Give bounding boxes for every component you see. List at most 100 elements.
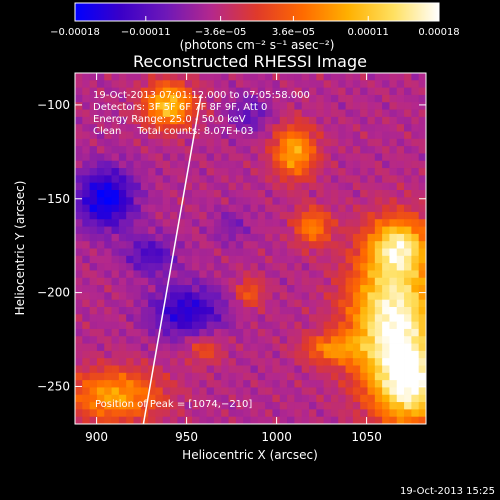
heatmap-cell [374, 168, 383, 176]
heatmap-cell [89, 73, 98, 81]
heatmap-cell [352, 380, 361, 388]
heatmap-cell [221, 307, 229, 315]
y-axis: −100−150−200−250 [37, 98, 426, 393]
heatmap-cell [96, 365, 105, 374]
heatmap-cell [411, 87, 420, 96]
heatmap-cell [89, 160, 98, 169]
heatmap-cell [162, 321, 171, 330]
heatmap-cell [287, 124, 295, 132]
heatmap-cell [199, 146, 208, 154]
heatmap-cell [126, 124, 134, 132]
heatmap-cell [213, 211, 222, 220]
heatmap-cell [126, 248, 134, 257]
heatmap-cell [279, 350, 288, 359]
heatmap-cell [170, 307, 178, 315]
heatmap-cell [118, 87, 127, 96]
heatmap-cell [235, 328, 244, 337]
heatmap-cell [118, 277, 127, 286]
heatmap-cell [155, 146, 164, 154]
heatmap-cell [389, 131, 398, 140]
heatmap-cell [301, 124, 310, 132]
heatmap-cell [192, 380, 200, 388]
heatmap-cell [309, 248, 317, 257]
heatmap-cell [82, 299, 91, 308]
heatmap-cell [126, 73, 134, 81]
heatmap-cell [148, 321, 156, 330]
heatmap-cell [75, 182, 83, 191]
heatmap-cell [257, 175, 266, 184]
heatmap-cell [82, 160, 91, 169]
heatmap-cell [228, 124, 237, 132]
heatmap-cell [162, 241, 171, 249]
heatmap-cell [279, 372, 288, 381]
heatmap-cell [177, 328, 186, 337]
heatmap-cell [184, 255, 193, 264]
heatmap-cell [265, 372, 273, 381]
heatmap-cell [294, 94, 303, 103]
heatmap-cell [118, 365, 127, 374]
heatmap-cell [411, 241, 420, 249]
heatmap-cell [199, 285, 208, 293]
heatmap-cell [374, 124, 383, 132]
heatmap-cell [96, 233, 105, 242]
heatmap-cell [155, 94, 164, 103]
heatmap-cell [184, 321, 193, 330]
heatmap-cell [162, 343, 171, 352]
heatmap-cell [235, 131, 244, 140]
heatmap-cell [338, 365, 346, 374]
heatmap-cell [96, 263, 105, 271]
heatmap-cell [228, 358, 237, 366]
heatmap-cell [111, 190, 120, 198]
heatmap-cell [279, 197, 288, 206]
heatmap-cell [126, 197, 134, 206]
heatmap-cell [382, 263, 390, 271]
heatmap-cell [396, 277, 405, 286]
heatmap-cell [235, 372, 244, 381]
heatmap-cell [104, 138, 112, 147]
heatmap-cell [155, 270, 164, 279]
heatmap-cell [301, 358, 310, 366]
heatmap-cell [140, 270, 149, 279]
heatmap-cell [89, 138, 98, 147]
heatmap-cell [338, 336, 346, 344]
heatmap-cell [316, 124, 325, 132]
heatmap-cell [111, 241, 120, 249]
heatmap-image [75, 73, 426, 424]
heatmap-cell [367, 365, 376, 374]
heatmap-cell [170, 80, 178, 89]
heatmap-cell [411, 285, 420, 293]
heatmap-cell [316, 343, 325, 352]
heatmap-cell [265, 138, 273, 147]
heatmap-cell [265, 328, 273, 337]
heatmap-cell [243, 321, 251, 330]
heatmap-cell [89, 358, 98, 366]
heatmap-cell [170, 124, 178, 132]
heatmap-cell [235, 124, 244, 132]
heatmap-cell [374, 102, 383, 110]
heatmap-cell [265, 94, 273, 103]
heatmap-cell [374, 365, 383, 374]
heatmap-cell [411, 94, 420, 103]
heatmap-cell [418, 182, 426, 191]
heatmap-cell [111, 314, 120, 323]
heatmap-cell [411, 328, 420, 337]
heatmap-cell [382, 160, 390, 169]
heatmap-cell [389, 175, 398, 184]
heatmap-cell [330, 285, 339, 293]
heatmap-cell [411, 277, 420, 286]
heatmap-cell [206, 109, 215, 118]
heatmap-cell [228, 416, 237, 424]
heatmap-cell [250, 124, 259, 132]
heatmap-cell [301, 336, 310, 344]
heatmap-cell [96, 248, 105, 257]
heatmap-cell [148, 94, 156, 103]
heatmap-cell [345, 233, 354, 242]
heatmap-cell [118, 131, 127, 140]
heatmap-cell [75, 394, 83, 403]
heatmap-cell [82, 365, 91, 374]
heatmap-cell [250, 255, 259, 264]
heatmap-cell [126, 138, 134, 147]
heatmap-cell [75, 358, 83, 366]
heatmap-cell [418, 285, 426, 293]
heatmap-cell [330, 138, 339, 147]
